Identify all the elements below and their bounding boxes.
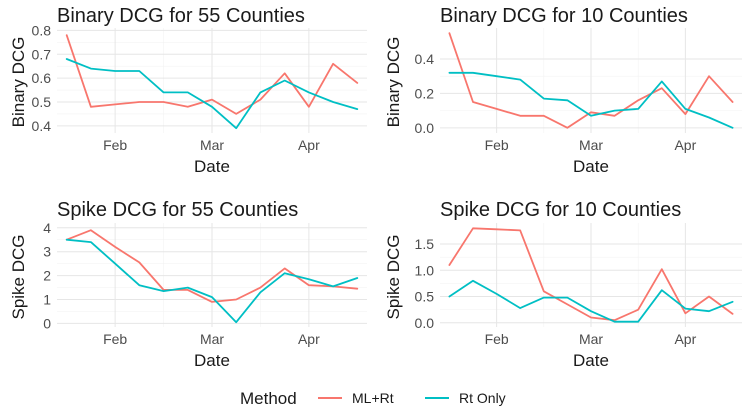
y-tick-label: 0.6 <box>32 70 52 86</box>
plot-area: 0.0 0.2 0.4 Feb Mar Apr <box>415 28 742 153</box>
y-tick-label: 0.0 <box>415 120 435 136</box>
y-tick-label: 1.5 <box>415 236 435 252</box>
panel-binary-55: Binary DCG for 55 Counties Binary DCG 0.… <box>9 5 367 176</box>
x-axis-label: Date <box>573 157 609 176</box>
series-line-ml-rt <box>448 32 734 129</box>
y-axis-label: Binary DCG <box>9 37 28 128</box>
x-tick-label: Feb <box>485 331 509 347</box>
y-tick-label: 1.0 <box>415 262 435 278</box>
x-tick-label: Feb <box>103 331 127 347</box>
y-axis-label: Spike DCG <box>384 234 403 319</box>
plot-area: 0.4 0.5 0.6 0.7 0.8 Feb Mar Apr <box>32 22 367 153</box>
series-line-ml-rt <box>448 227 734 322</box>
legend-title: Method <box>240 389 297 408</box>
legend-label-rt-only: Rt Only <box>459 390 506 406</box>
y-tick-label: 0.7 <box>32 46 52 62</box>
x-tick-label: Feb <box>103 137 127 153</box>
y-tick-label: 3 <box>43 244 51 260</box>
y-tick-label: 2 <box>43 268 51 284</box>
x-tick-label: Feb <box>485 137 509 153</box>
x-tick-label: Mar <box>579 331 603 347</box>
y-axis-label: Spike DCG <box>9 234 28 319</box>
y-tick-label: 0.0 <box>415 315 435 331</box>
x-tick-label: Mar <box>579 137 603 153</box>
x-axis-label: Date <box>194 351 230 370</box>
x-tick-label: Apr <box>674 331 696 347</box>
series-line-rt-only <box>448 279 734 323</box>
y-tick-label: 0.8 <box>32 22 52 38</box>
y-axis-label: Binary DCG <box>384 37 403 128</box>
panel-title: Spike DCG for 55 Counties <box>57 199 298 221</box>
panel-title: Binary DCG for 10 Counties <box>440 5 688 27</box>
y-tick-label: 0.2 <box>415 85 435 101</box>
x-tick-label: Apr <box>298 137 320 153</box>
series-line-ml-rt <box>65 34 359 115</box>
x-axis-label: Date <box>194 157 230 176</box>
x-tick-label: Apr <box>298 331 320 347</box>
x-tick-label: Mar <box>200 331 224 347</box>
series-line-rt-only <box>65 58 359 130</box>
legend-label-ml-rt: ML+Rt <box>352 390 394 406</box>
y-tick-label: 0 <box>43 315 51 331</box>
panel-binary-10: Binary DCG for 10 Counties Binary DCG 0.… <box>384 5 742 176</box>
y-tick-label: 0.5 <box>32 94 52 110</box>
legend: Method ML+Rt Rt Only <box>240 389 506 408</box>
series-line-rt-only <box>65 238 359 324</box>
y-tick-label: 0.4 <box>32 118 52 134</box>
series-line-rt-only <box>448 71 734 129</box>
y-tick-label: 1 <box>43 292 51 308</box>
panel-title: Binary DCG for 55 Counties <box>57 5 305 27</box>
series-line-ml-rt <box>65 229 359 303</box>
x-tick-label: Mar <box>200 137 224 153</box>
plot-area: 0.0 0.5 1.0 1.5 Feb Mar Apr <box>415 223 742 347</box>
y-tick-label: 4 <box>43 220 51 236</box>
panel-spike-10: Spike DCG for 10 Counties Spike DCG 0.00… <box>384 199 742 370</box>
panel-spike-55: Spike DCG for 55 Counties Spike DCG 0 1 2 3… <box>9 199 367 370</box>
plot-area: 0 1 2 3 4 Feb Mar Apr <box>43 220 367 347</box>
y-tick-label: 0.5 <box>415 289 435 305</box>
y-tick-label: 0.4 <box>415 51 435 67</box>
x-axis-label: Date <box>573 351 609 370</box>
panel-title: Spike DCG for 10 Counties <box>440 199 681 221</box>
x-tick-label: Apr <box>674 137 696 153</box>
